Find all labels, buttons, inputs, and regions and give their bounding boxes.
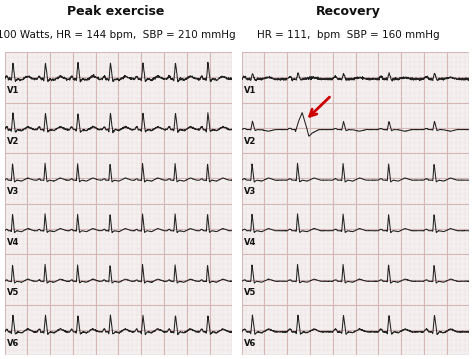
Text: V6: V6 [244, 339, 256, 348]
Text: V1: V1 [244, 86, 256, 95]
Text: V6: V6 [7, 339, 19, 348]
Text: V1: V1 [7, 86, 19, 95]
Text: V2: V2 [7, 136, 19, 146]
Text: Recovery: Recovery [316, 5, 381, 18]
Text: HR = 111,  bpm  SBP = 160 mmHg: HR = 111, bpm SBP = 160 mmHg [257, 30, 440, 40]
Text: 100 Watts, HR = 144 bpm,  SBP = 210 mmHg: 100 Watts, HR = 144 bpm, SBP = 210 mmHg [0, 30, 236, 40]
Text: V3: V3 [244, 187, 256, 196]
Text: V5: V5 [7, 288, 19, 297]
Text: V5: V5 [244, 288, 256, 297]
Text: Peak exercise: Peak exercise [67, 5, 165, 18]
Text: V4: V4 [7, 238, 19, 247]
Text: V4: V4 [244, 238, 256, 247]
Text: V3: V3 [7, 187, 19, 196]
Text: V2: V2 [244, 136, 256, 146]
